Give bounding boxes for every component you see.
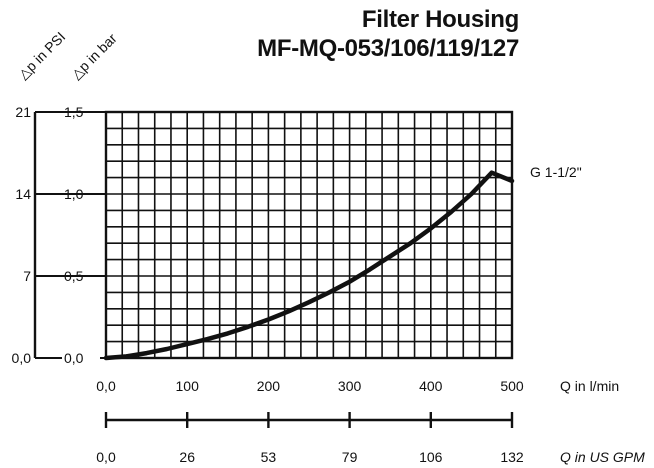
x-gpm-tick-label: 132 <box>500 449 524 465</box>
x-tick-label: 300 <box>338 378 362 394</box>
chart-subtitle: MF-MQ-053/106/119/127 <box>257 35 519 62</box>
x-tick-label: 100 <box>176 378 200 394</box>
y-tick-label-psi: 14 <box>15 186 31 202</box>
x-tick-label: 400 <box>419 378 443 394</box>
y-tick-label-psi: 0,0 <box>12 350 32 366</box>
series-label: G 1-1/2" <box>530 164 582 180</box>
y-tick-label-psi: 7 <box>23 268 31 284</box>
plot-grid <box>104 110 514 360</box>
x-axis-label-gpm: Q in US GPM <box>560 449 645 465</box>
x-tick-label: 500 <box>500 378 524 394</box>
y-tick-label-bar: 0,5 <box>64 268 84 284</box>
x-gpm-tick-label: 106 <box>419 449 443 465</box>
y-tick-label-bar: 1,0 <box>64 186 84 202</box>
tick-label-mask <box>62 349 100 367</box>
y-axis-label-bar: △p in bar <box>68 30 120 82</box>
y-tick-label-bar: 1,5 <box>64 104 84 120</box>
data-marks <box>103 170 515 361</box>
series-line <box>103 170 515 361</box>
x-tick-label: 200 <box>257 378 281 394</box>
y-tick-label-psi: 21 <box>15 104 31 120</box>
x-tick-label: 0,0 <box>96 378 116 394</box>
axes: 0,0 0,0 7 0,5 14 1,0 21 1,5 0,0 100 200 300 400 500 0,… <box>12 103 524 465</box>
x-gpm-tick-label: 79 <box>342 449 358 465</box>
plot-frame <box>104 110 514 360</box>
x-gpm-tick-label: 26 <box>179 449 195 465</box>
x-gpm-tick-label: 53 <box>261 449 277 465</box>
y-axis-label-psi: △p in PSI <box>15 29 69 83</box>
chart-title: Filter Housing <box>362 6 519 33</box>
x-axis-label: Q in l/min <box>560 378 619 394</box>
x-gpm-tick-label: 0,0 <box>96 449 116 465</box>
y-tick-label-bar: 0,0 <box>64 350 84 366</box>
chart-labels: Filter Housing MF-MQ-053/106/119/127 △p … <box>15 6 645 465</box>
